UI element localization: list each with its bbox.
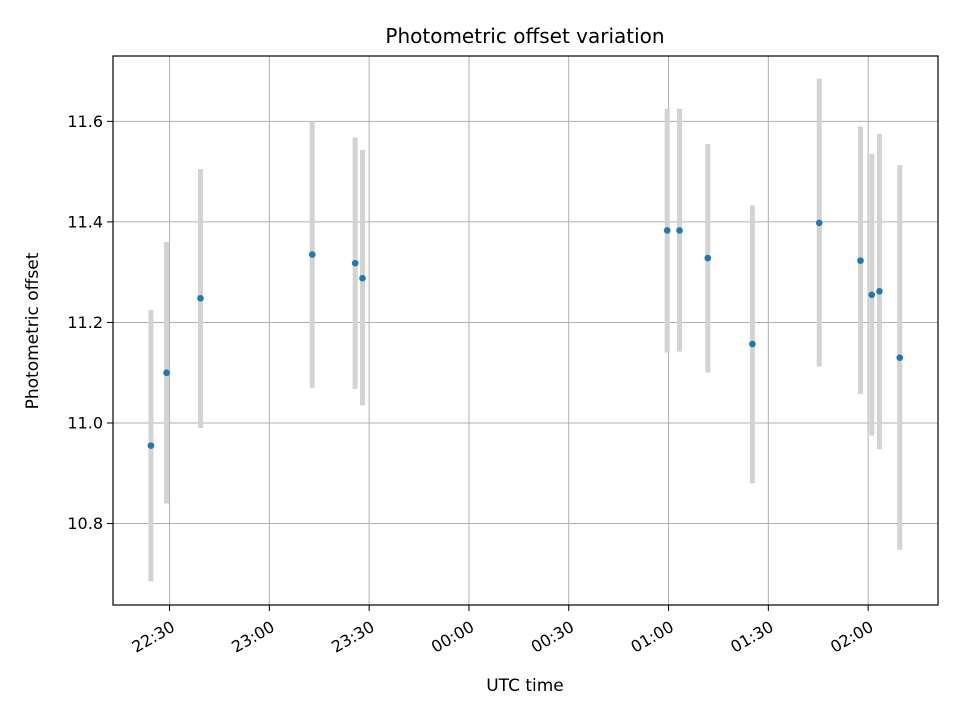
y-tick-label: 11.6	[67, 112, 103, 131]
data-point	[308, 251, 316, 258]
data-point	[815, 219, 823, 227]
data-point	[359, 274, 366, 282]
data-point	[163, 369, 170, 377]
y-axis-ticks: 10.8 11.0 11.2 11.4 11.6	[67, 112, 113, 533]
y-tick-label: 11.0	[67, 414, 103, 433]
data-point	[351, 259, 359, 267]
y-tick-label: 11.4	[67, 212, 103, 231]
data-point	[896, 354, 904, 361]
data-point	[868, 291, 876, 299]
data-point	[197, 295, 204, 302]
x-axis-label: UTC time	[486, 676, 564, 696]
plot-frame	[112, 55, 939, 606]
grid-lines	[113, 56, 938, 605]
plot-area	[113, 56, 938, 605]
chart-title: Photometric offset variation	[385, 24, 664, 48]
y-tick-label: 10.8	[67, 514, 103, 533]
y-tick-label: 11.2	[67, 313, 103, 332]
data-point	[676, 227, 683, 234]
data-point	[749, 340, 756, 348]
data-point	[704, 254, 712, 262]
data-point	[876, 287, 883, 295]
data-point	[663, 227, 671, 234]
data-point	[857, 257, 864, 264]
data-point	[147, 442, 155, 449]
data-points	[147, 219, 904, 449]
y-axis-label: Photometric offset	[23, 252, 43, 409]
